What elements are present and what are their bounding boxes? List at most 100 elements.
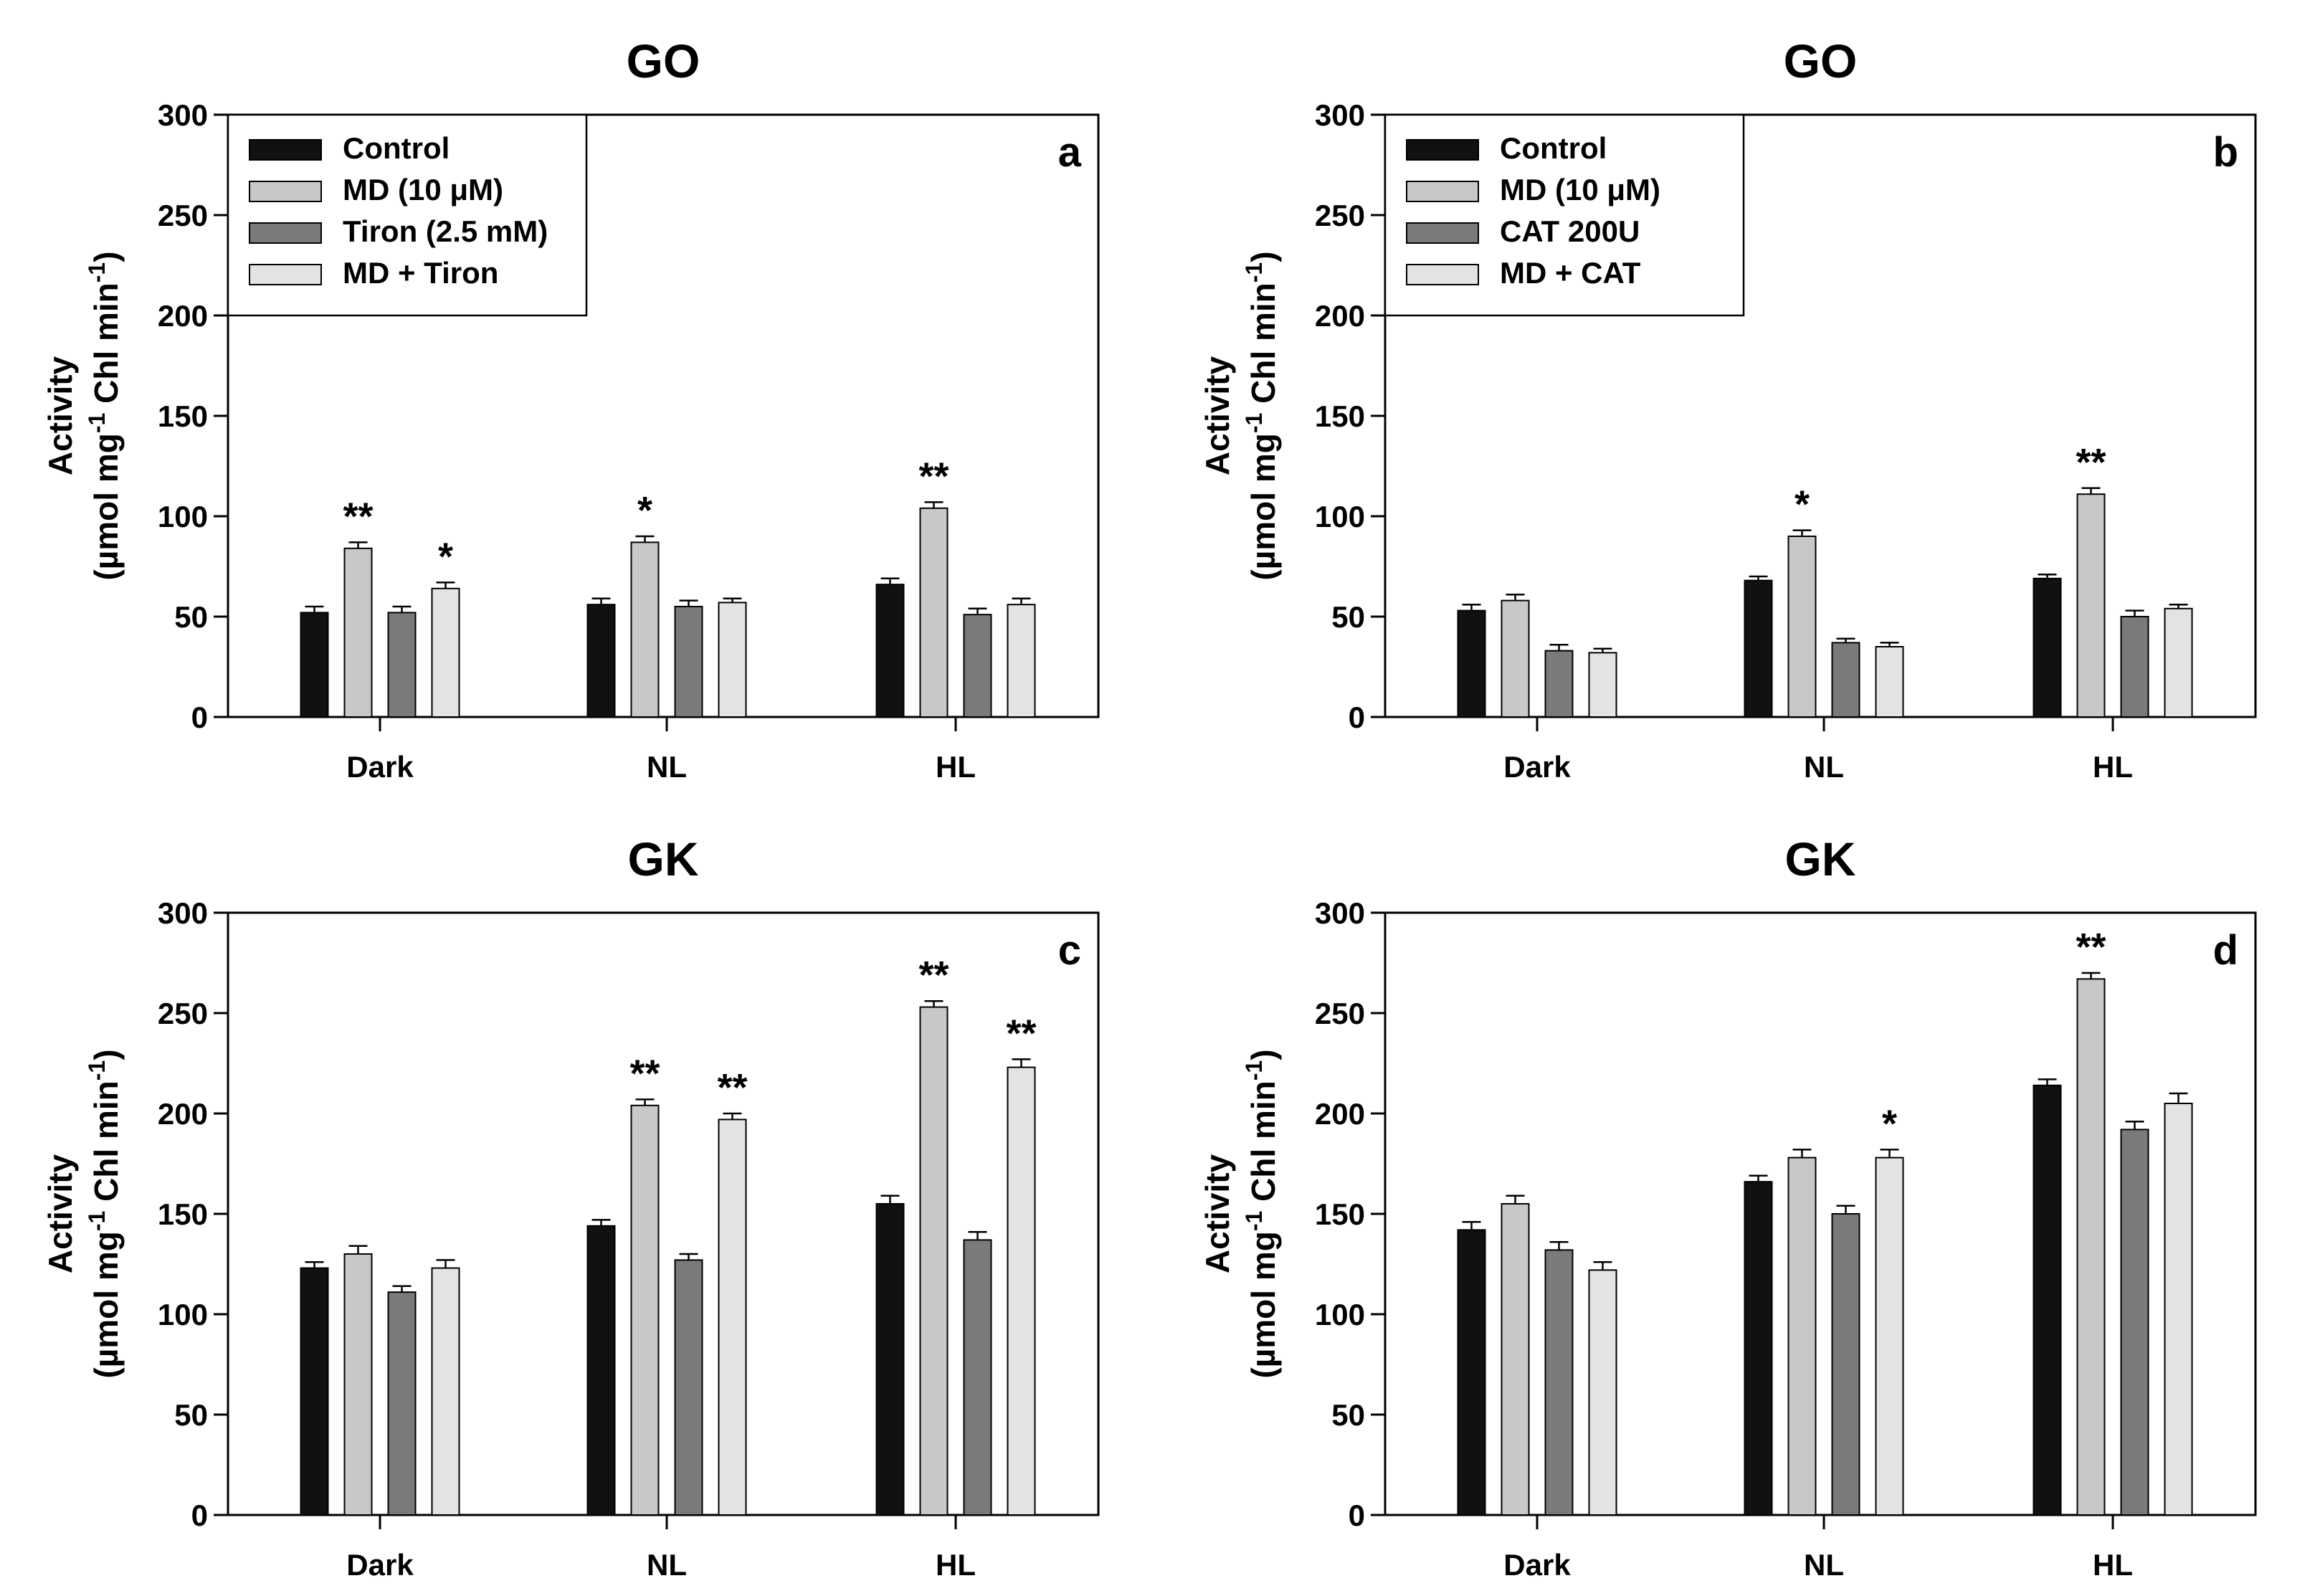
chart-svg-b: GO b Activity(µmol mg-1 Chl min-1) 0 50 100 15… <box>1199 34 2257 784</box>
y-axis-label: Activity(µmol mg-1 Chl min-1) <box>1199 1049 1282 1378</box>
y-tick-label: 150 <box>1315 399 1365 433</box>
bar <box>1544 1249 1574 1516</box>
bar <box>1501 599 1530 718</box>
significance-label: ** <box>918 455 949 498</box>
bar <box>1744 579 1773 718</box>
y-tick-label: 200 <box>158 299 208 333</box>
chart-title: GO <box>627 34 700 87</box>
x-tick-label: HL <box>936 1548 976 1582</box>
bar <box>963 1239 992 1516</box>
legend-label: MD + Tiron <box>343 256 498 290</box>
legend-swatch <box>249 181 322 202</box>
bar <box>1875 1156 1904 1516</box>
y-tick-label: 300 <box>1315 896 1365 930</box>
bar <box>2033 1084 2062 1516</box>
bar <box>431 1267 460 1516</box>
bar <box>387 1291 417 1516</box>
y-axis-label-line1: Activity <box>42 356 79 476</box>
y-tick-label: 150 <box>158 1197 208 1231</box>
bar <box>1831 1213 1860 1516</box>
y-tick-label: 0 <box>1349 1498 1365 1532</box>
y-tick-label: 250 <box>1315 199 1365 232</box>
significance-label: ** <box>343 495 373 538</box>
y-axis-label-line1: Activity <box>1199 1154 1236 1274</box>
bar <box>2164 1103 2193 1516</box>
significance-label: ** <box>1006 1012 1036 1055</box>
y-tick-label: 300 <box>158 98 208 132</box>
y-tick-label: 50 <box>174 1398 208 1432</box>
y-tick-label: 150 <box>158 399 208 433</box>
significance-label: * <box>1882 1102 1897 1145</box>
bar <box>919 507 949 718</box>
bar <box>431 587 460 718</box>
y-axis-label-line2: (µmol mg-1 Chl min-1) <box>84 251 125 580</box>
bar <box>1744 1181 1773 1516</box>
y-tick-label: 300 <box>158 896 208 930</box>
legend-swatch <box>249 264 322 285</box>
bar <box>1787 536 1817 718</box>
bar <box>630 541 660 718</box>
bar <box>630 1104 660 1516</box>
bar <box>963 614 992 718</box>
legend-label: MD (10 μM) <box>1500 173 1660 206</box>
chart-title: GK <box>1785 832 1856 885</box>
y-axis-label-line2: (µmol mg-1 Chl min-1) <box>1241 1049 1282 1378</box>
bar <box>1007 1066 1036 1516</box>
bar <box>343 1253 373 1516</box>
y-tick-label: 300 <box>1315 98 1365 132</box>
legend-label: Control <box>1500 131 1607 165</box>
bar <box>2033 577 2062 718</box>
y-tick-label: 250 <box>158 199 208 232</box>
significance-label: ** <box>918 954 949 997</box>
bar <box>1457 1229 1486 1516</box>
bar <box>387 612 417 718</box>
y-tick-label: 50 <box>1331 1398 1365 1432</box>
x-tick-label: Dark <box>346 1548 414 1582</box>
significance-label: * <box>637 489 652 532</box>
y-tick-label: 0 <box>191 1498 208 1532</box>
bar <box>586 1225 616 1516</box>
y-tick-label: 0 <box>1349 700 1365 734</box>
panel-letter: b <box>2213 129 2238 176</box>
legend-label: MD (10 μM) <box>343 173 503 206</box>
chart-svg-c: GK c Activity(µmol mg-1 Chl min-1) 0 50 100 15… <box>42 832 1100 1582</box>
bar <box>1875 646 1904 718</box>
chart-panel-a: GO a Activity (µmol mg-1 Chl min-1) 0 50 100 15… <box>0 0 1157 798</box>
significance-label: * <box>1795 483 1810 526</box>
bar <box>2120 1129 2149 1516</box>
bar <box>586 604 616 718</box>
significance-label: ** <box>2076 441 2106 484</box>
bar <box>2076 493 2106 718</box>
bar <box>1457 609 1486 718</box>
bar <box>919 1006 949 1516</box>
bar <box>875 1203 905 1516</box>
x-tick-label: HL <box>2093 1548 2133 1582</box>
legend-label: Control <box>343 131 450 165</box>
legend-swatch <box>249 222 322 244</box>
y-tick-label: 100 <box>158 1298 208 1331</box>
y-tick-label: 50 <box>1331 600 1365 634</box>
y-tick-label: 50 <box>174 600 208 634</box>
bar <box>1544 650 1574 718</box>
bar <box>674 1259 703 1516</box>
x-tick-label: Dark <box>1503 1548 1571 1582</box>
panel-letter: a <box>1058 129 1082 176</box>
x-tick-label: NL <box>1804 1548 1844 1582</box>
bar <box>2164 607 2193 718</box>
x-tick-label: NL <box>647 1548 687 1582</box>
y-axis-label-line2: (µmol mg-1 Chl min-1) <box>84 1049 125 1378</box>
y-tick-label: 100 <box>1315 1298 1365 1331</box>
chart-panel-d: GK d Activity (µmol mg-1 Chl min-1) 0 50 100 15… <box>1157 798 2314 1596</box>
significance-label: ** <box>2076 926 2106 969</box>
bar <box>875 584 905 718</box>
x-tick-label: HL <box>936 750 976 784</box>
bar <box>1787 1156 1817 1516</box>
y-axis-label: Activity(µmol mg-1 Chl min-1) <box>42 251 125 580</box>
y-tick-label: 200 <box>1315 1097 1365 1131</box>
y-tick-label: 150 <box>1315 1197 1365 1231</box>
legend-swatch <box>1406 181 1479 202</box>
chart-title: GK <box>628 832 699 885</box>
bar <box>1588 652 1617 718</box>
x-tick-label: NL <box>647 750 687 784</box>
y-axis-label: Activity(µmol mg-1 Chl min-1) <box>1199 251 1282 580</box>
